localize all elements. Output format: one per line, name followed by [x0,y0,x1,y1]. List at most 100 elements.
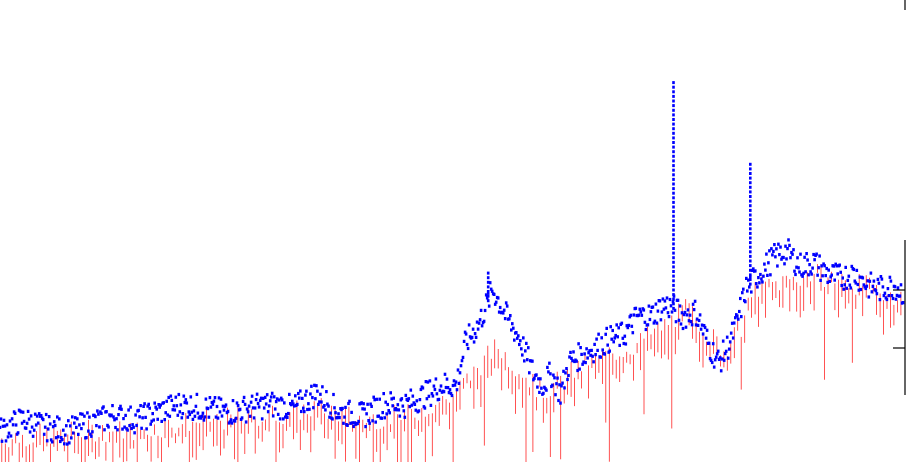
blue-point [765,252,768,256]
blue-point [588,349,591,353]
blue-spike-point [672,94,675,98]
blue-point [895,293,899,297]
blue-point [501,311,505,315]
blue-point [236,404,240,408]
blue-point [852,267,856,272]
blue-point [785,257,788,261]
blue-point [221,404,225,408]
blue-spike-point [672,224,675,227]
blue-point [824,274,827,278]
blue-point [677,318,681,322]
blue-point [274,400,278,404]
blue-point [367,419,370,423]
blue-point [175,404,179,408]
blue-point [35,414,39,418]
blue-point [306,407,309,412]
blue-point [76,417,79,421]
blue-point [651,305,655,309]
blue-point [701,332,705,336]
blue-point [823,264,826,268]
blue-point [581,362,584,366]
blue-point [519,339,522,343]
blue-point [94,415,97,419]
blue-point [563,386,566,390]
blue-point [504,301,508,305]
blue-spike-point [672,99,675,103]
blue-point [634,306,638,310]
blue-point [421,386,425,390]
blue-point [308,407,311,411]
blue-spike-point [672,81,675,85]
blue-point [626,326,630,330]
blue-point [899,283,903,287]
blue-point [584,361,587,365]
blue-point [854,281,858,285]
blue-point [146,404,149,408]
blue-point [329,411,332,415]
blue-point [734,316,737,320]
blue-point [172,404,176,408]
blue-point [841,276,844,280]
blue-point [214,415,218,419]
blue-point [365,412,368,416]
blue-point [311,396,314,400]
blue-point [464,332,468,336]
blue-point [238,407,242,411]
blue-point [73,421,76,425]
blue-point [69,424,72,428]
blue-point [317,402,320,406]
blue-point [752,267,755,271]
blue-point [413,402,417,406]
blue-point [594,353,597,357]
blue-point [673,308,677,312]
blue-point [166,413,169,417]
blue-point [210,400,214,405]
blue-point [120,407,123,411]
blue-point [537,377,540,381]
blue-point [479,308,483,312]
blue-point [102,405,105,409]
blue-point [708,357,712,361]
blue-point [250,394,254,398]
blue-point [442,390,446,394]
blue-point [493,302,497,306]
blue-point [795,265,798,269]
blue-spike-point [672,113,675,117]
blue-point [776,264,779,268]
blue-point [174,395,178,399]
blue-point [51,425,55,429]
blue-point [505,304,509,308]
blue-point [439,384,443,388]
blue-point [316,389,319,393]
blue-spike-point [749,204,752,208]
blue-point [385,412,388,416]
blue-point [313,383,316,387]
blue-point [42,432,46,436]
blue-point [305,389,308,393]
blue-point [418,398,422,402]
blue-point [862,283,866,287]
blue-point [122,417,125,421]
blue-point [360,401,363,405]
blue-point [560,384,563,388]
blue-point [721,339,725,343]
blue-spike-point [672,251,675,255]
blue-point [760,277,763,281]
blue-spike-point [672,150,675,154]
blue-point [836,272,839,276]
blue-point [68,441,71,445]
blue-point [891,296,895,301]
blue-point [252,416,256,420]
blue-point [52,420,56,424]
blue-point [291,399,294,403]
blue-spike-point [672,210,675,214]
blue-point [168,414,172,418]
blue-point [773,243,776,247]
blue-point [797,266,800,270]
blue-point [840,283,843,288]
blue-point [665,296,669,300]
blue-spike-point [749,162,752,166]
blue-point [642,308,646,312]
blue-point [696,323,700,327]
blue-point [458,371,462,375]
